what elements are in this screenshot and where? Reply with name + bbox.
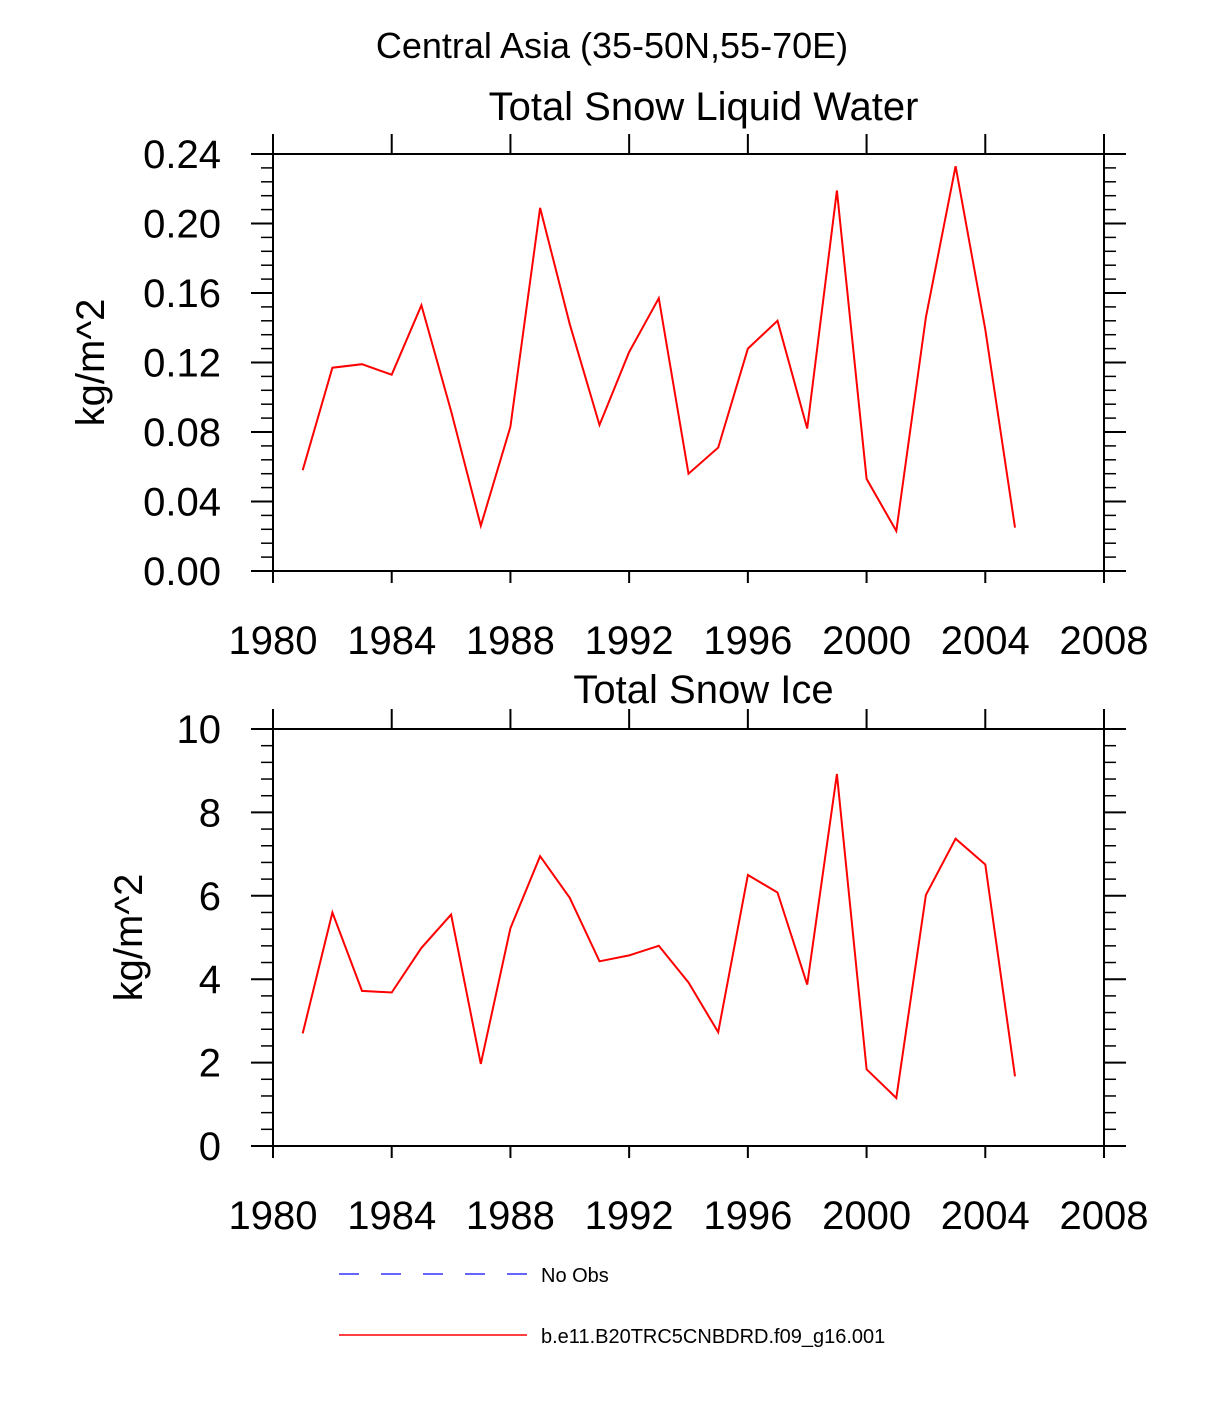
y-tick-label: 2 (199, 1042, 221, 1086)
x-tick-label: 1996 (703, 619, 792, 663)
plot-frame (272, 728, 1105, 1147)
x-tick-label: 2008 (1060, 619, 1149, 663)
page-title: Central Asia (35-50N,55-70E) (376, 25, 848, 66)
x-tick-label: 1988 (466, 1194, 555, 1238)
x-tick-label: 1988 (466, 619, 555, 663)
y-tick-label: 0 (199, 1125, 221, 1169)
y-tick-label: 0.16 (143, 272, 221, 316)
x-tick-label: 2000 (822, 619, 911, 663)
series-line (301, 166, 1016, 535)
x-tick-label: 1996 (703, 1194, 792, 1238)
panel-snow-liquid-water: Total Snow Liquid Water kg/m^2 1980 1984 198… (69, 85, 1148, 663)
y-tick-label: 0.12 (143, 342, 221, 386)
panel-title: Total Snow Liquid Water (489, 85, 919, 129)
y-tick-label: 0.24 (143, 133, 221, 177)
panel-snow-ice: Total Snow Ice kg/m^2 1980 1984 1988 1992 1996… (107, 668, 1148, 1238)
y-axis-label: kg/m^2 (69, 299, 113, 427)
y-tick-label: 0.08 (143, 411, 221, 455)
y-tick-label: 10 (177, 708, 222, 752)
legend-label: b.e11.B20TRC5CNBDRD.f09_g16.001 (541, 1326, 885, 1348)
x-tick-label: 1992 (585, 619, 674, 663)
x-tick-label: 1984 (347, 1194, 436, 1238)
y-tick-label: 0.20 (143, 203, 221, 247)
legend-label: No Obs (541, 1265, 609, 1287)
x-tick-label: 1980 (229, 1194, 318, 1238)
y-tick-label: 6 (199, 875, 221, 919)
x-tick-label: 2000 (822, 1194, 911, 1238)
x-tick-label: 2008 (1060, 1194, 1149, 1238)
x-tick-label: 1980 (229, 619, 318, 663)
y-tick-label: 8 (199, 791, 221, 835)
x-tick-label: 1984 (347, 619, 436, 663)
y-tick-label: 0.04 (143, 481, 221, 525)
x-tick-label: 1992 (585, 1194, 674, 1238)
y-axis-label: kg/m^2 (107, 874, 151, 1002)
series-line (301, 773, 1016, 1101)
x-tick-label: 2004 (941, 619, 1030, 663)
y-tick-label: 0.00 (143, 550, 221, 594)
panel-title: Total Snow Ice (573, 668, 833, 712)
y-tick-label: 4 (199, 958, 221, 1002)
legend: No Obs b.e11.B20TRC5CNBDRD.f09_g16.001 (339, 1265, 885, 1348)
x-tick-label: 2004 (941, 1194, 1030, 1238)
